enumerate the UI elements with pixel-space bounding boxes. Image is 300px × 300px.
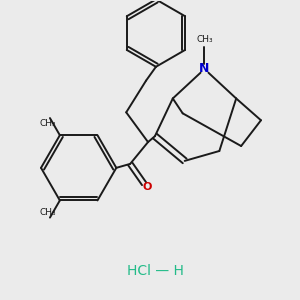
Text: O: O (142, 182, 152, 192)
Text: HCl — H: HCl — H (127, 264, 183, 278)
Text: CH₃: CH₃ (40, 118, 56, 127)
Text: CH₃: CH₃ (40, 208, 56, 217)
Text: CH₃: CH₃ (196, 34, 213, 43)
Text: N: N (199, 62, 210, 75)
